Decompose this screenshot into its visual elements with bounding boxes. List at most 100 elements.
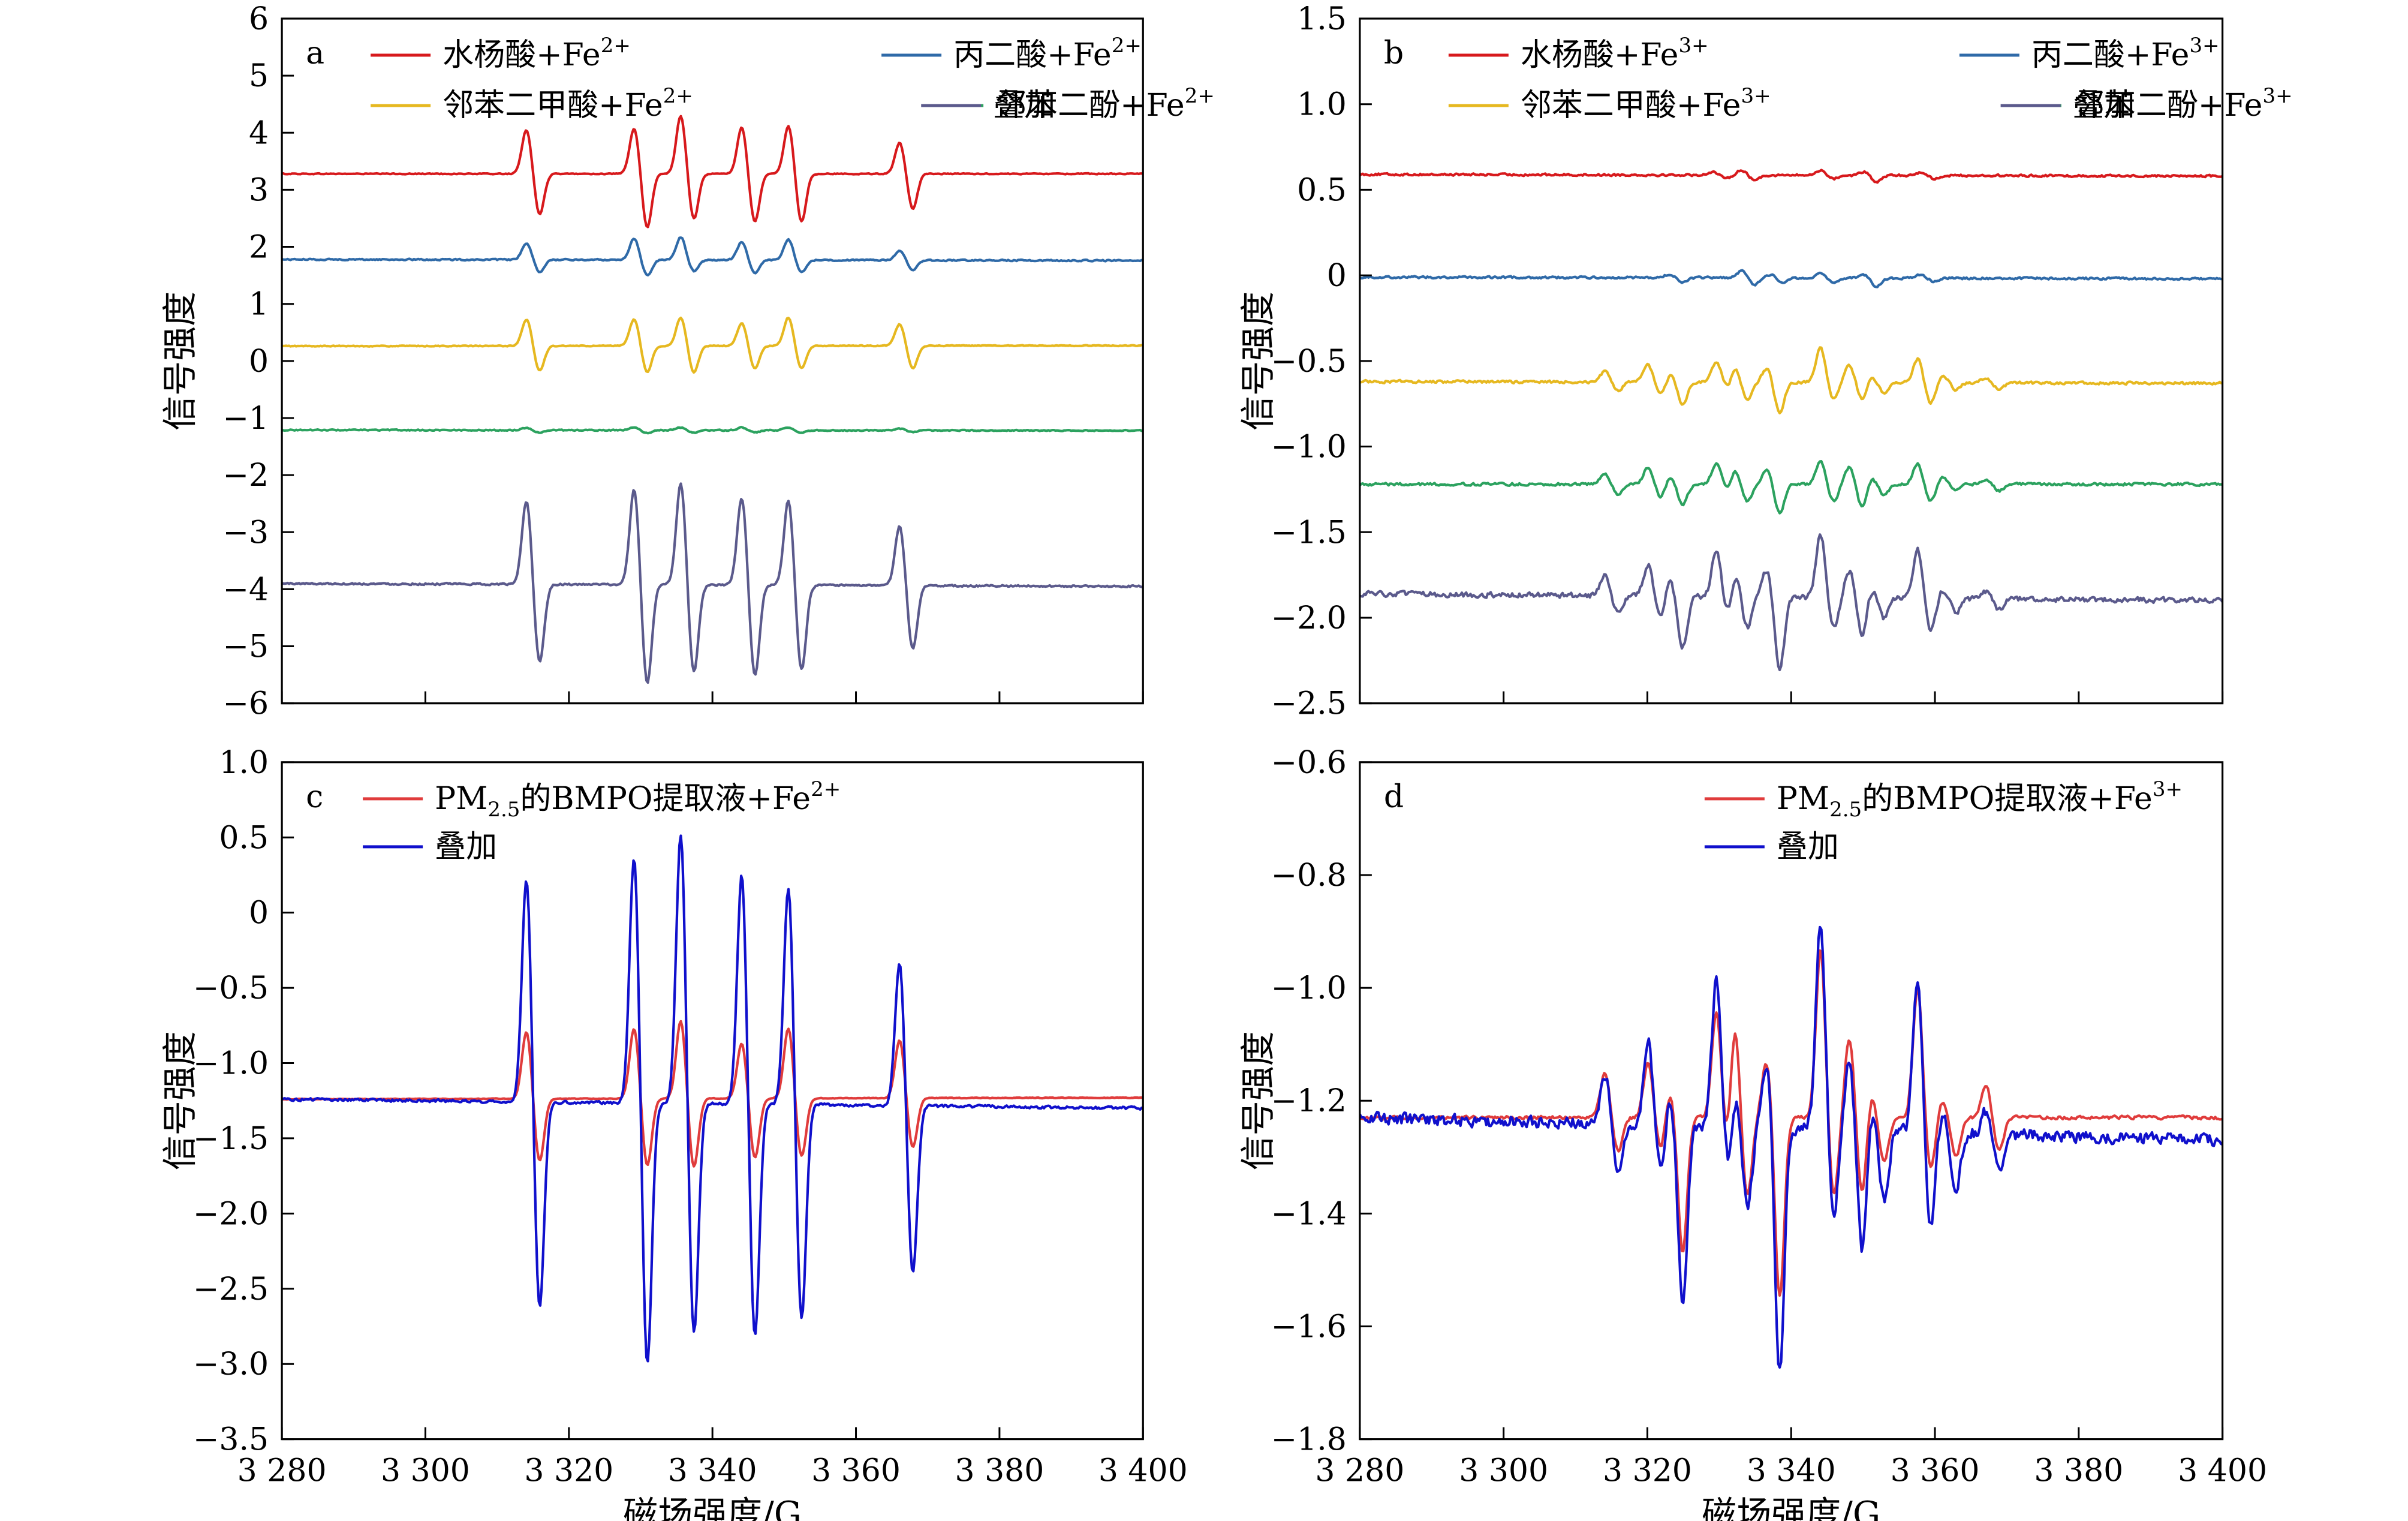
legend-label: 叠加 bbox=[435, 829, 497, 865]
y-tick-label: 0 bbox=[1327, 258, 1347, 294]
legend-label: PM2.5的BMPO提取液+Fe2+ bbox=[435, 777, 841, 822]
y-tick-label: 1.5 bbox=[1297, 1, 1347, 37]
y-tick-label: −1.0 bbox=[1271, 970, 1347, 1006]
x-tick-label: 3 300 bbox=[381, 1453, 470, 1489]
y-tick-label: −3 bbox=[222, 515, 269, 551]
legend-label: 水杨酸+Fe3+ bbox=[1521, 34, 1709, 73]
y-tick-label: 5 bbox=[249, 58, 269, 94]
y-tick-label: 0 bbox=[249, 344, 269, 380]
y-tick-label: −6 bbox=[222, 686, 269, 722]
y-tick-label: −1 bbox=[222, 401, 269, 437]
panel-letter: d bbox=[1384, 779, 1404, 815]
x-tick-label: 3 340 bbox=[668, 1453, 757, 1489]
legend-label: 叠加 bbox=[2073, 88, 2135, 124]
legend-label: 丙二酸+Fe3+ bbox=[2031, 34, 2220, 73]
series-line bbox=[282, 482, 1143, 684]
legend-label: 叠加 bbox=[1777, 829, 1839, 865]
y-tick-label: 1.0 bbox=[219, 745, 269, 781]
series-line bbox=[1359, 346, 2223, 414]
x-tick-label: 3 340 bbox=[1747, 1453, 1836, 1489]
x-axis-label: 磁场强度/G bbox=[1702, 1494, 1880, 1521]
legend-label: 邻苯二酚+Fe3+ bbox=[2073, 84, 2293, 124]
y-axis-label: 信号强度 bbox=[159, 291, 200, 431]
y-tick-label: 0.5 bbox=[1297, 172, 1347, 208]
y-tick-label: 0.5 bbox=[219, 820, 269, 856]
y-axis-label: 信号强度 bbox=[1238, 1031, 1278, 1170]
x-tick-label: 3 360 bbox=[1891, 1453, 1980, 1489]
x-axis-label: 磁场强度/G bbox=[623, 1494, 802, 1521]
x-tick-label: 3 320 bbox=[1603, 1453, 1692, 1489]
y-tick-label: −3.5 bbox=[193, 1422, 269, 1458]
y-tick-label: −3.0 bbox=[193, 1346, 269, 1382]
series-line bbox=[1359, 269, 2223, 288]
legend-label: 水杨酸+Fe2+ bbox=[443, 34, 631, 73]
y-tick-label: −4 bbox=[222, 572, 269, 608]
y-tick-label: −1.5 bbox=[193, 1121, 269, 1157]
y-tick-label: −1.6 bbox=[1271, 1309, 1347, 1345]
x-tick-label: 3 280 bbox=[237, 1453, 327, 1489]
panel-d: 3 280 3 300 3 320 3 340 3 360 3 380 3 400 −0.6 −… bbox=[1238, 745, 2267, 1521]
plot-area bbox=[282, 115, 1143, 684]
series-line bbox=[282, 1020, 1143, 1168]
y-tick-label: 1 bbox=[249, 287, 269, 323]
series-line bbox=[282, 425, 1143, 435]
y-tick-label: −2.0 bbox=[1271, 600, 1347, 636]
panel-letter: a bbox=[306, 35, 324, 71]
series-line bbox=[282, 236, 1143, 276]
x-tick-label: 3 320 bbox=[524, 1453, 613, 1489]
y-axis-label: 信号强度 bbox=[159, 1031, 200, 1170]
y-tick-label: −1.0 bbox=[1271, 429, 1347, 465]
legend-label: 邻苯二酚+Fe2+ bbox=[995, 84, 1215, 124]
series-line bbox=[1359, 169, 2223, 184]
plot-area bbox=[1359, 169, 2223, 672]
y-tick-label: 2 bbox=[249, 230, 269, 266]
y-tick-label: −2.0 bbox=[193, 1196, 269, 1232]
y-tick-label: 3 bbox=[249, 172, 269, 208]
panel-b: 1.5 1.0 0.5 0 −0.5 −1.0 −1.5 −2.0 −2.5 b 信号强度 水杨酸+F… bbox=[1238, 1, 2293, 722]
legend: PM2.5的BMPO提取液+Fe3+ 叠加 bbox=[1704, 777, 2183, 865]
legend: PM2.5的BMPO提取液+Fe2+ 叠加 bbox=[363, 777, 841, 865]
series-line bbox=[1359, 460, 2223, 515]
legend: 水杨酸+Fe2+ 丙二酸+Fe2+ 邻苯二甲酸+Fe2+ 邻苯二酚+Fe2+叠加 bbox=[371, 34, 1215, 124]
y-tick-label: −0.6 bbox=[1271, 745, 1347, 781]
legend-label: 丙二酸+Fe2+ bbox=[953, 34, 1142, 73]
y-tick-label: −2.5 bbox=[193, 1271, 269, 1307]
panel-a: 6 5 4 3 2 1 0 −1 −2 −3 −4 −5 −6 a 信号强度 水杨酸+Fe2+ 丙二酸+Fe2+… bbox=[159, 1, 1215, 722]
x-tick-label: 3 400 bbox=[2178, 1453, 2267, 1489]
y-tick-label: −1.4 bbox=[1271, 1196, 1347, 1232]
series-line bbox=[1359, 533, 2223, 672]
y-tick-label: −1.2 bbox=[1271, 1083, 1347, 1119]
plot-area bbox=[282, 834, 1143, 1363]
y-axis-label: 信号强度 bbox=[1238, 291, 1278, 431]
y-tick-label: −1.0 bbox=[193, 1046, 269, 1082]
y-tick-label: 1.0 bbox=[1297, 87, 1347, 123]
series-line bbox=[282, 834, 1143, 1363]
y-tick-label: −1.8 bbox=[1271, 1422, 1347, 1458]
x-tick-label: 3 380 bbox=[2034, 1453, 2123, 1489]
legend: 水杨酸+Fe3+ 丙二酸+Fe3+ 邻苯二甲酸+Fe3+ 邻苯二酚+Fe3+叠加 bbox=[1448, 34, 2293, 124]
y-tick-label: −0.5 bbox=[193, 970, 269, 1006]
x-tick-label: 3 360 bbox=[811, 1453, 901, 1489]
panel-letter: c bbox=[306, 779, 323, 815]
y-tick-label: −0.5 bbox=[1271, 344, 1347, 380]
y-tick-label: −2.5 bbox=[1271, 686, 1347, 722]
legend-label: PM2.5的BMPO提取液+Fe3+ bbox=[1777, 777, 2183, 822]
series-line bbox=[282, 316, 1143, 374]
y-tick-label: −0.8 bbox=[1271, 858, 1347, 894]
plot-area bbox=[1359, 925, 2223, 1369]
y-tick-label: −1.5 bbox=[1271, 515, 1347, 551]
panel-letter: b bbox=[1384, 35, 1404, 71]
y-tick-label: 6 bbox=[249, 1, 269, 37]
series-line bbox=[1359, 949, 2223, 1297]
x-tick-label: 3 300 bbox=[1459, 1453, 1548, 1489]
legend-label: 叠加 bbox=[993, 88, 1055, 124]
series-line bbox=[282, 115, 1143, 229]
legend-label: 邻苯二甲酸+Fe3+ bbox=[1521, 84, 1771, 124]
y-tick-label: −5 bbox=[222, 629, 269, 665]
x-tick-label: 3 400 bbox=[1098, 1453, 1188, 1489]
legend-label: 邻苯二甲酸+Fe2+ bbox=[443, 84, 693, 124]
series-line bbox=[1359, 925, 2223, 1369]
x-tick-label: 3 280 bbox=[1315, 1453, 1404, 1489]
panel-c: 3 280 3 300 3 320 3 340 3 360 3 380 3 400 1.0 0.… bbox=[159, 745, 1188, 1521]
